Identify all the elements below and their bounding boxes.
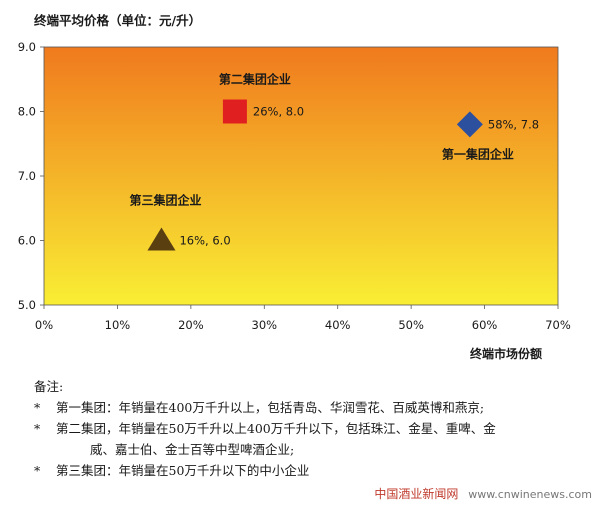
- x-tick-label: 70%: [545, 318, 571, 332]
- note-item: * 第二集团，年销量在50万千升以上400万千升以下，包括珠江、金星、重啤、金: [34, 418, 594, 439]
- plot-area: [43, 46, 559, 306]
- chart-title: 终端平均价格（单位：元/升）: [34, 13, 201, 28]
- scatter-chart: 终端平均价格（单位：元/升） 5.0 6.0 7.0 8.0 9.0 0% 10% 20% 3…: [18, 13, 571, 361]
- watermark-site: www.cnwinenews.com: [468, 488, 592, 501]
- y-axis: 5.0 6.0 7.0 8.0 9.0: [18, 40, 44, 312]
- notes-section: 备注: * 第一集团：年销量在400万千升以上，包括青岛、华润雪花、百威英博和燕…: [34, 376, 594, 481]
- note-text: 第二集团，年销量在50万千升以上400万千升以下，包括珠江、金星、重啤、金: [56, 421, 496, 436]
- x-tick-label: 40%: [325, 318, 351, 332]
- x-tick-label: 60%: [472, 318, 498, 332]
- data-point-value-label: 26%, 8.0: [253, 105, 304, 119]
- note-bullet: *: [34, 421, 41, 436]
- note-text: 第三集团：年销量在50万千升以下的中小企业: [56, 463, 310, 478]
- data-points: 26%, 8.0 第二集团企业 58%, 7.8 第一集团企业 16%, 6.0 第三集团…: [129, 72, 539, 251]
- note-item: * 第三集团：年销量在50万千升以下的中小企业: [34, 460, 594, 481]
- data-point-value-label: 16%, 6.0: [179, 234, 230, 248]
- note-item: * 第一集团：年销量在400万千升以上，包括青岛、华润雪花、百威英博和燕京;: [34, 397, 594, 418]
- watermark-logo: 中国酒业新闻网: [374, 487, 459, 501]
- data-point-value-label: 58%, 7.8: [488, 117, 539, 131]
- watermark: 中国酒业新闻网 www.cnwinenews.com: [374, 485, 592, 502]
- y-tick-label: 5.0: [18, 298, 36, 312]
- data-point-group-label: 第三集团企业: [129, 193, 201, 208]
- x-tick-label: 0%: [35, 318, 53, 332]
- data-point-marker: [147, 227, 176, 251]
- y-tick-label: 8.0: [18, 105, 36, 119]
- data-point-group-label: 第一集团企业: [442, 146, 514, 161]
- data-point-group-label: 第二集团企业: [219, 72, 291, 87]
- x-tick-label: 20%: [178, 318, 204, 332]
- note-continuation: 威、嘉士伯、金士百等中型啤酒企业;: [90, 442, 295, 457]
- x-axis: 0% 10% 20% 30% 40% 50% 60% 70%: [35, 305, 571, 332]
- x-tick-label: 10%: [105, 318, 131, 332]
- data-point-marker: [456, 111, 483, 138]
- note-text: 第一集团：年销量在400万千升以上，包括青岛、华润雪花、百威英博和燕京;: [56, 400, 485, 415]
- x-tick-label: 50%: [398, 318, 424, 332]
- y-tick-label: 7.0: [18, 169, 36, 183]
- y-tick-label: 9.0: [18, 40, 36, 54]
- x-axis-label: 终端市场份额: [470, 346, 542, 361]
- notes-title: 备注:: [34, 379, 64, 394]
- y-tick-label: 6.0: [18, 234, 36, 248]
- note-bullet: *: [34, 400, 41, 415]
- data-point-marker: [222, 99, 247, 124]
- x-tick-label: 30%: [252, 318, 278, 332]
- note-bullet: *: [34, 463, 41, 478]
